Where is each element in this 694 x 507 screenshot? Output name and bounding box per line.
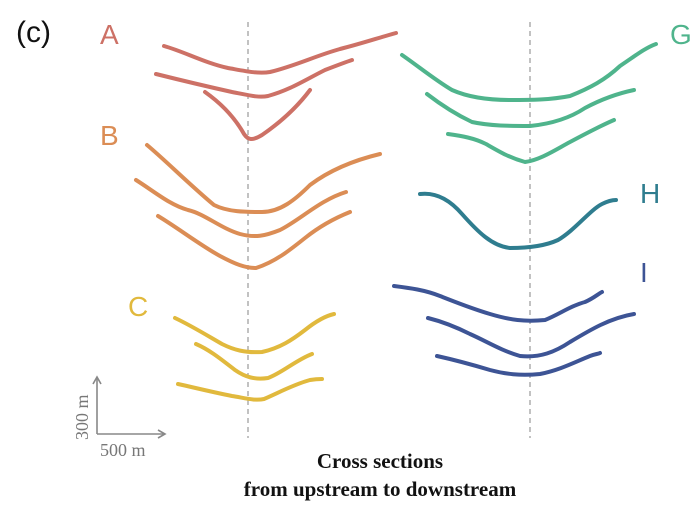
scale-bar: 300 m 500 m xyxy=(72,375,167,460)
cross-section-c-3 xyxy=(176,377,324,402)
scale-bar-horizontal-arrow xyxy=(157,429,167,439)
cross-section-g-2 xyxy=(425,88,636,128)
cross-sections-g xyxy=(400,42,658,164)
cross-section-i-3 xyxy=(435,351,602,377)
scale-bar-vertical-arrow xyxy=(92,375,102,385)
cross-section-b-1 xyxy=(145,143,382,214)
cross-sections-c xyxy=(173,312,336,402)
cross-section-c-2 xyxy=(194,342,314,381)
cross-section-b-2 xyxy=(134,178,348,239)
group-label-g: G xyxy=(670,19,692,50)
cross-section-c-1 xyxy=(173,312,336,355)
cross-section-i-1 xyxy=(392,284,604,323)
caption-line-2: from upstream to downstream xyxy=(244,477,517,501)
panel-label: (c) xyxy=(16,16,51,49)
scale-bar-horizontal-label: 500 m xyxy=(100,440,146,460)
scale-bar-vertical-label: 300 m xyxy=(72,394,92,440)
cross-section-a-3 xyxy=(203,88,312,141)
cross-section-a-2 xyxy=(154,58,354,99)
group-label-h: H xyxy=(640,178,660,209)
cross-sections-b xyxy=(134,143,382,270)
cross-section-a-1 xyxy=(162,31,398,75)
cross-section-g-1 xyxy=(400,42,658,102)
cross-section-i-2 xyxy=(426,312,636,359)
cross-section-b-3 xyxy=(156,210,352,270)
group-label-a: A xyxy=(100,19,119,50)
cross-section-h-1 xyxy=(418,191,618,250)
caption-line-1: Cross sections xyxy=(317,449,443,473)
cross-sections-i xyxy=(392,284,636,377)
group-label-i: I xyxy=(640,257,648,288)
group-label-b: B xyxy=(100,120,119,151)
cross-section-g-3 xyxy=(446,118,616,164)
group-label-c: C xyxy=(128,291,148,322)
cross-sections-a xyxy=(154,31,398,141)
cross-sections-h xyxy=(418,191,618,250)
